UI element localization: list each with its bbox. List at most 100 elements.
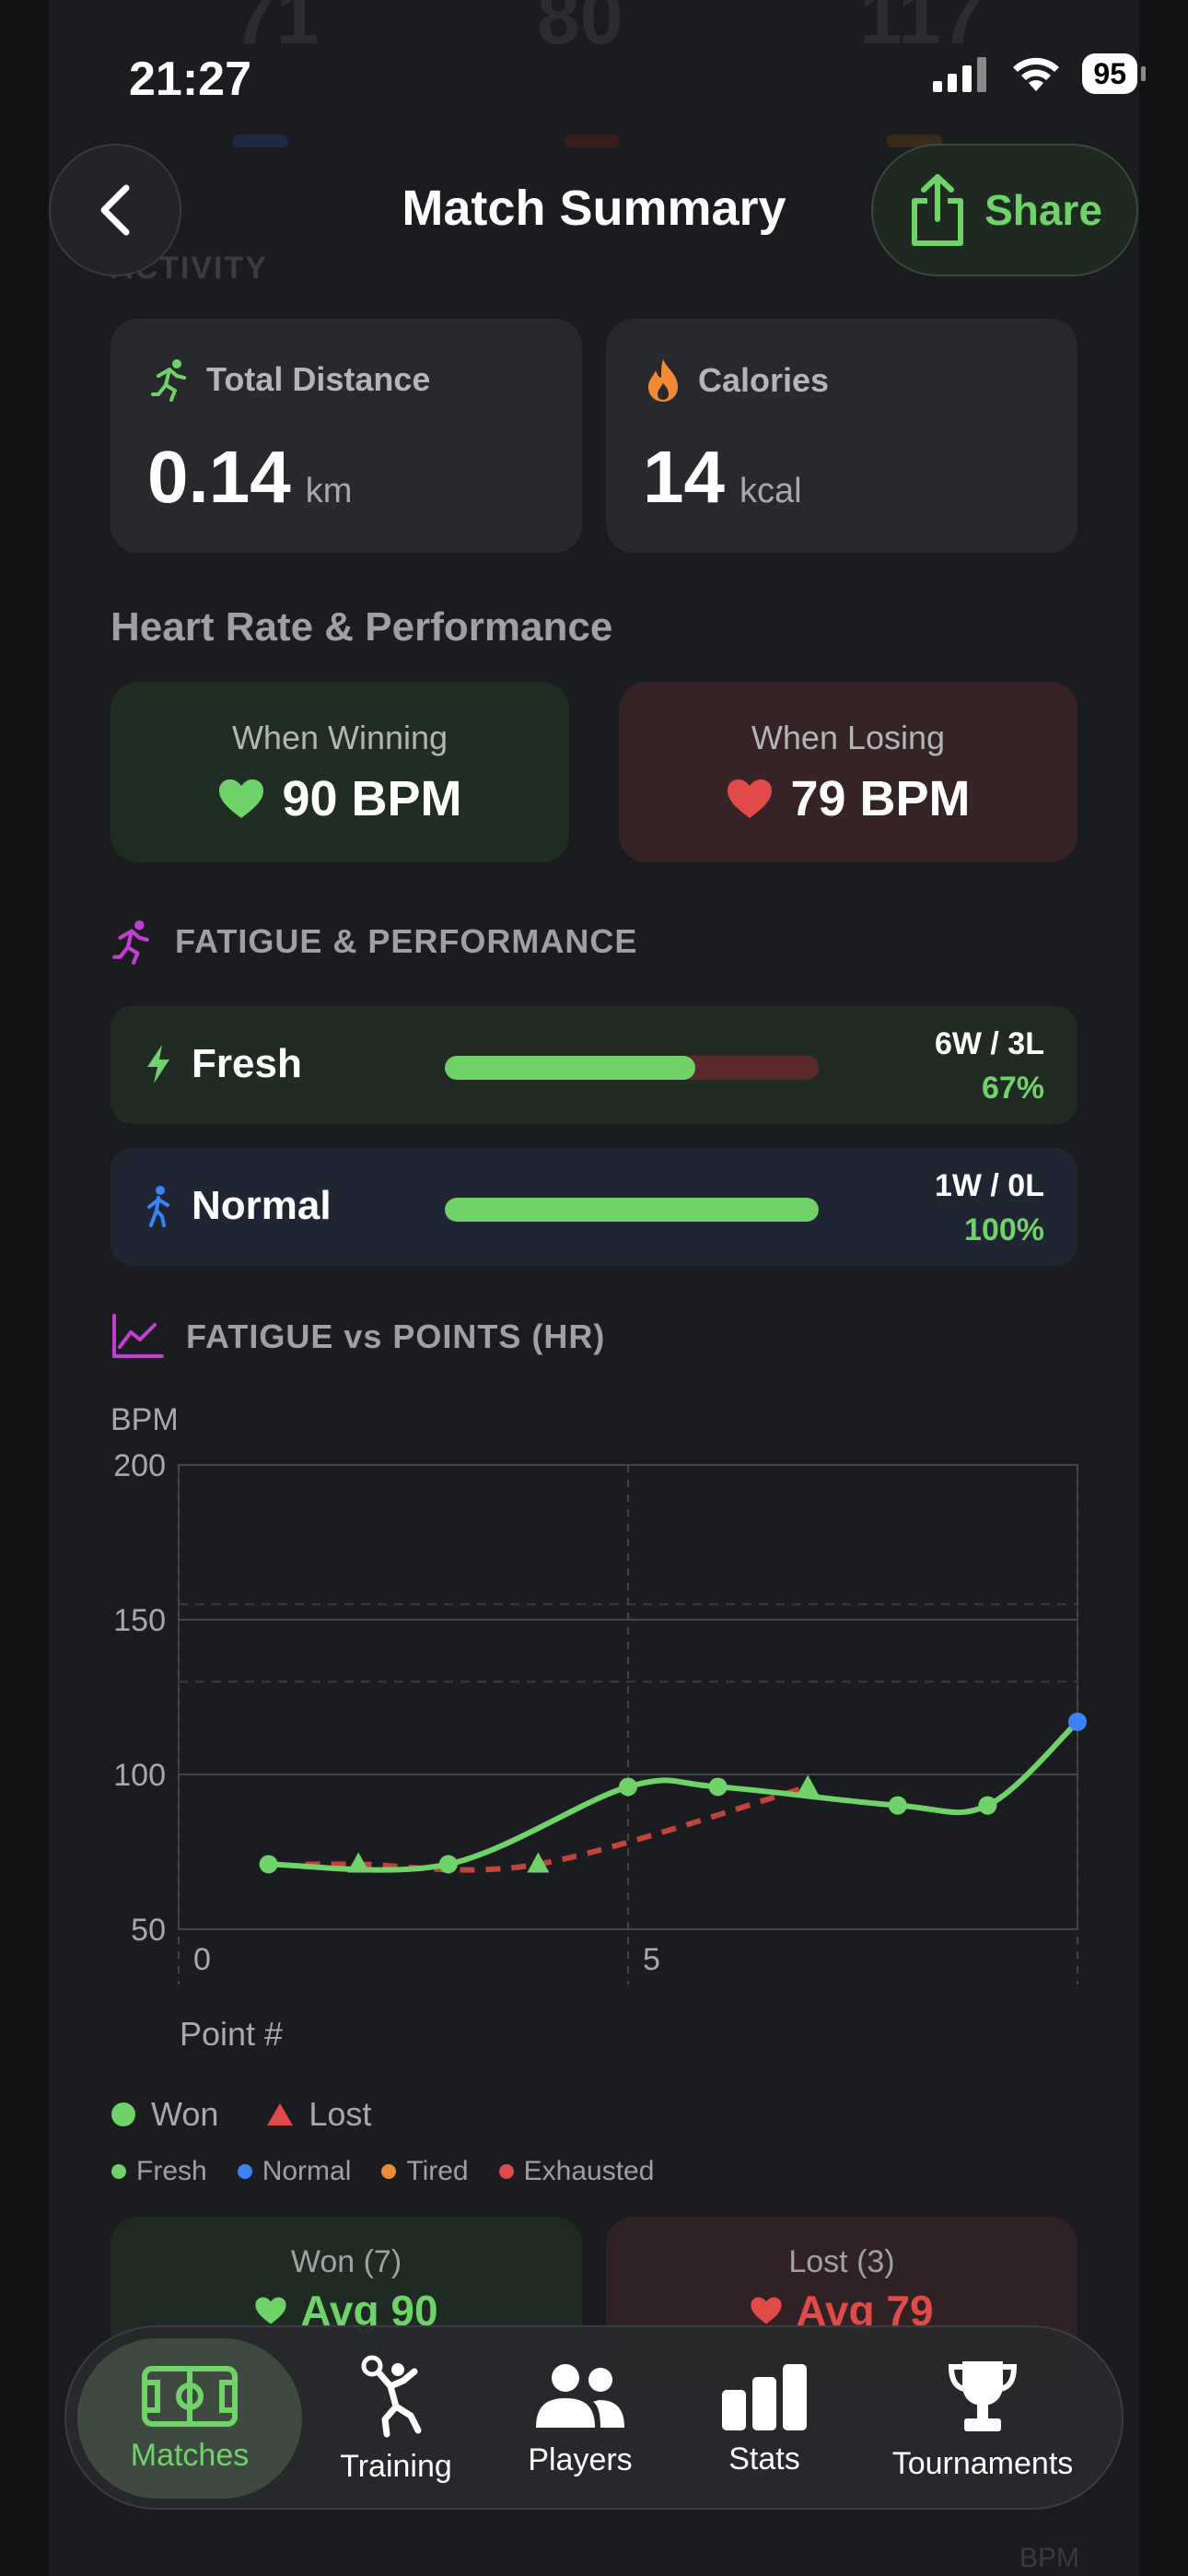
- fatigue-row-percent: 67%: [981, 1071, 1044, 1106]
- distance-unit: km: [305, 472, 353, 510]
- faded-stat: 80: [537, 0, 623, 60]
- signal-icon: [933, 57, 987, 92]
- trophy-icon: [948, 2360, 1018, 2431]
- x-tick-label: 5: [643, 1942, 660, 1977]
- lightning-icon: [147, 1045, 169, 1083]
- status-icons: 95: [933, 53, 1146, 94]
- fatigue-section-title: FATIGUE & PERFORMANCE: [175, 922, 638, 960]
- lost-point-marker: [797, 1774, 820, 1796]
- people-icon: [536, 2363, 624, 2428]
- win-rate-fill: [445, 1056, 696, 1080]
- win-rate-bar: [445, 1198, 819, 1222]
- heart-icon: [255, 2297, 287, 2324]
- tab-label: Training: [340, 2448, 452, 2484]
- battery-level: 95: [1082, 53, 1137, 94]
- tab-label: Matches: [130, 2437, 250, 2473]
- back-button[interactable]: [49, 144, 181, 276]
- share-label: Share: [984, 186, 1102, 234]
- tab-label: Tournaments: [891, 2445, 1074, 2481]
- battery-nub: [1141, 66, 1146, 81]
- won-point-marker: [1068, 1712, 1087, 1731]
- distance-value: 0.14: [147, 436, 291, 518]
- faded-bpm-label: BPM: [1019, 2543, 1079, 2573]
- page-title: Match Summary: [402, 181, 786, 236]
- tab-bar: Matches Training Players Stats: [64, 2325, 1124, 2510]
- running-icon: [112, 920, 149, 966]
- lost-summary-label: Lost (3): [788, 2244, 895, 2279]
- heart-icon: [751, 2297, 783, 2324]
- line-chart-icon: [112, 1314, 164, 1358]
- won-summary-label: Won (7): [290, 2244, 402, 2279]
- flame-icon: [648, 359, 678, 402]
- chart-section-header: FATIGUE vs POINTS (HR): [111, 1314, 605, 1360]
- share-button[interactable]: Share: [871, 144, 1138, 276]
- heart-icon: [219, 779, 264, 818]
- tab-label: Stats: [728, 2441, 800, 2476]
- y-tick-label: 150: [113, 1603, 166, 1638]
- tab-players[interactable]: Players: [497, 2327, 663, 2512]
- calories-label: Calories: [698, 361, 830, 399]
- tab-matches[interactable]: Matches: [77, 2327, 302, 2512]
- athlete-icon: [361, 2355, 422, 2437]
- wifi-icon: [1013, 57, 1060, 91]
- fatigue-row-label: Fresh: [192, 1041, 302, 1086]
- lost-series-line: [305, 1784, 809, 1873]
- distance-card: Total Distance 0.14 km: [111, 319, 582, 553]
- won-point-marker: [708, 1777, 728, 1797]
- tab-training[interactable]: Training: [313, 2327, 479, 2512]
- calories-unit: kcal: [739, 472, 802, 510]
- y-tick-label: 50: [131, 1913, 166, 1948]
- winning-hr-card: When Winning 90 BPM: [111, 682, 569, 862]
- won-point-marker: [978, 1796, 997, 1815]
- running-icon: [151, 359, 186, 402]
- win-rate-bar: [445, 1056, 819, 1080]
- fatigue-legend-label: Exhausted: [523, 2156, 655, 2186]
- calories-card: Calories 14 kcal: [606, 319, 1077, 553]
- won-point-marker: [259, 1855, 278, 1874]
- calories-value: 14: [643, 436, 725, 518]
- faded-bar: [565, 135, 620, 147]
- court-icon: [142, 2365, 238, 2427]
- losing-hr-value: 79 BPM: [790, 771, 971, 826]
- fatigue-row-label: Normal: [192, 1183, 332, 1228]
- losing-hr-card: When Losing 79 BPM: [619, 682, 1077, 862]
- win-rate-fill: [445, 1198, 819, 1222]
- fatigue-row-fresh: Fresh 6W / 3L 67%: [111, 1006, 1077, 1124]
- lost-point-marker: [527, 1852, 550, 1873]
- x-axis-label: Point #: [180, 2015, 283, 2045]
- status-time: 21:27: [129, 53, 251, 106]
- won-series-line: [268, 1719, 1080, 1873]
- fatigue-row-percent: 100%: [964, 1212, 1044, 1247]
- fresh-dot: [111, 2164, 126, 2179]
- fatigue-legend-label: Normal: [262, 2156, 352, 2186]
- won-point-marker: [888, 1796, 907, 1815]
- won-point-marker: [619, 1777, 637, 1797]
- heart-rate-section-title: Heart Rate & Performance: [111, 604, 613, 650]
- tab-tournaments[interactable]: Tournaments: [858, 2327, 1107, 2512]
- tab-stats[interactable]: Stats: [681, 2327, 847, 2512]
- lost-legend-marker: [267, 2103, 294, 2125]
- tab-label: Players: [528, 2441, 633, 2477]
- lost-point-marker: [347, 1852, 370, 1873]
- fatigue-row-record: 1W / 0L: [934, 1168, 1044, 1203]
- plot-frame: [178, 1464, 1078, 1930]
- legend-label: Lost: [309, 2095, 372, 2133]
- fatigue-row-normal: Normal 1W / 0L 100%: [111, 1148, 1077, 1266]
- fatigue-legend-label: Tired: [406, 2156, 469, 2186]
- fatigue-section-header: FATIGUE & PERFORMANCE: [111, 918, 637, 966]
- normal-dot: [237, 2164, 252, 2179]
- chart-legend: Won Lost: [111, 2095, 371, 2134]
- share-icon: [912, 174, 964, 246]
- fatigue-points-chart: 200 150 100 50 0 5 BPM Point #: [111, 1402, 1087, 2045]
- bar-chart-icon: [722, 2363, 807, 2430]
- winning-hr-value: 90 BPM: [282, 771, 462, 826]
- walking-icon: [147, 1186, 169, 1227]
- losing-hr-label: When Losing: [751, 719, 946, 756]
- legend-label: Won: [151, 2095, 219, 2133]
- y-tick-label: 100: [113, 1758, 166, 1793]
- y-axis-label: BPM: [111, 1402, 179, 1437]
- tired-dot: [381, 2164, 397, 2179]
- battery-indicator: 95: [1082, 53, 1146, 94]
- exhausted-dot: [498, 2164, 514, 2179]
- faded-stat: 117: [859, 0, 984, 60]
